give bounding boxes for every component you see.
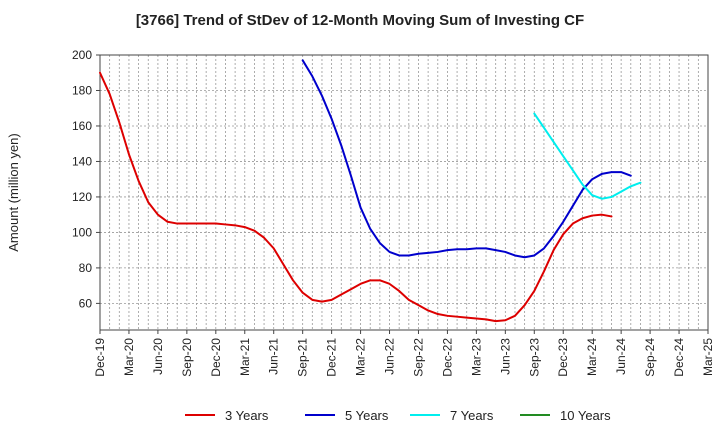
- x-tick-label: Mar-22: [354, 338, 368, 376]
- plot-area: [100, 55, 708, 330]
- x-tick-label: Sep-23: [527, 338, 541, 377]
- x-tick-label: Dec-23: [556, 338, 570, 377]
- x-tick-label: Dec-22: [440, 338, 454, 377]
- x-tick-label: Sep-20: [180, 338, 194, 377]
- y-tick-label: 60: [79, 296, 93, 310]
- x-tick-label: Sep-21: [296, 338, 310, 377]
- x-tick-label: Jun-22: [383, 338, 397, 375]
- y-axis-label: Amount (million yen): [6, 133, 21, 252]
- y-tick-label: 100: [72, 225, 92, 239]
- x-tick-label: Jun-20: [151, 338, 165, 375]
- x-tick-label: Mar-20: [122, 338, 136, 376]
- x-tick-label: Sep-22: [411, 338, 425, 377]
- x-tick-label: Jun-21: [267, 338, 281, 375]
- x-tick-label: Mar-23: [469, 338, 483, 376]
- legend-label: 7 Years: [450, 408, 494, 423]
- series-line-7-years: [533, 112, 642, 200]
- chart-title: [3766] Trend of StDev of 12-Month Moving…: [135, 12, 585, 29]
- x-tick-label: Dec-24: [672, 338, 686, 377]
- x-tick-label: Dec-20: [209, 338, 223, 377]
- legend-label: 3 Years: [225, 408, 269, 423]
- y-tick-label: 80: [79, 261, 93, 275]
- x-tick-label: Jun-23: [498, 338, 512, 375]
- y-tick-label: 180: [72, 83, 92, 97]
- plot-frame: [99, 54, 709, 331]
- x-tick-label: Mar-24: [585, 338, 599, 376]
- series-line-3-years: [99, 71, 613, 323]
- x-tick-label: Dec-21: [325, 338, 339, 377]
- x-tick-label: Mar-25: [701, 338, 715, 376]
- x-tick-label: Jun-24: [614, 338, 628, 375]
- legend-label: 10 Years: [560, 408, 611, 423]
- series-line-5-years: [301, 59, 632, 259]
- y-tick-label: 120: [72, 190, 92, 204]
- legend-label: 5 Years: [345, 408, 389, 423]
- x-tick-label: Dec-19: [93, 338, 107, 377]
- y-tick-label: 160: [72, 119, 92, 133]
- y-tick-label: 200: [72, 48, 92, 62]
- x-tick-label: Sep-24: [643, 338, 657, 377]
- x-tick-label: Mar-21: [238, 338, 252, 376]
- y-tick-label: 140: [72, 154, 92, 168]
